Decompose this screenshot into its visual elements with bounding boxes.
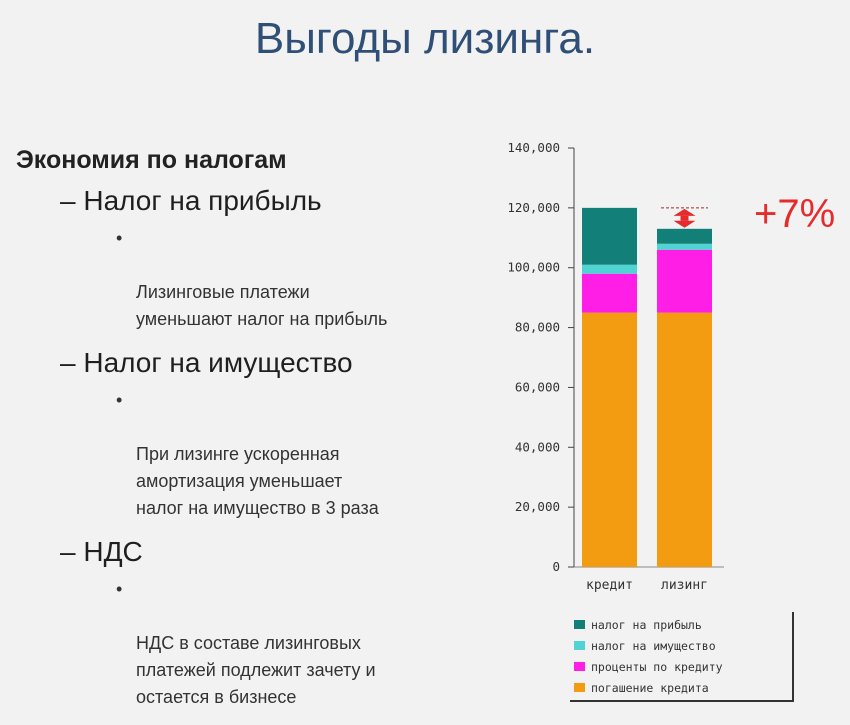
legend-label: налог на прибыль — [591, 617, 702, 632]
legend-label: погашение кредита — [591, 680, 709, 695]
bar-segment — [582, 207, 637, 265]
y-tick-label: 100,000 — [507, 260, 560, 275]
bar-segment — [657, 249, 712, 313]
x-tick-label: лизинг — [661, 578, 708, 593]
legend-label: проценты по кредиту — [591, 659, 723, 674]
legend-item: погашение кредита — [574, 677, 788, 698]
item-label: – Налог на имущество — [60, 347, 353, 378]
legend-swatch — [574, 641, 585, 650]
legend-item: налог на прибыль — [574, 614, 788, 635]
item-detail-text: НДС в составе лизинговых платежей подлеж… — [136, 633, 376, 707]
y-tick-label: 80,000 — [515, 320, 560, 335]
legend-item: налог на имущество — [574, 635, 788, 656]
bar-segment — [582, 273, 637, 313]
bullet: • — [116, 390, 123, 410]
y-tick-label: 0 — [552, 559, 560, 574]
bullet: • — [116, 579, 123, 599]
item-property-tax: – Налог на имущество • При лизинге ускор… — [16, 347, 476, 522]
bar-segment — [657, 228, 712, 244]
bar-segment — [657, 243, 712, 250]
section-heading: Экономия по налогам — [16, 146, 287, 174]
percent-annotation: +7% — [754, 192, 836, 236]
item-label: – НДС — [60, 536, 143, 567]
bullet: • — [116, 228, 123, 248]
item-detail: • При лизинге ускоренная амортизация уме… — [16, 387, 476, 522]
y-tick-label: 140,000 — [507, 140, 560, 155]
chart-svg: 0 20,000 40,000 60,000 80,000 100,000 120,000 1… — [507, 140, 724, 593]
content-area: Экономия по налогам – Налог на прибыль •… — [16, 146, 476, 725]
item-detail-text: Лизинговые платежи уменьшают налог на пр… — [136, 282, 388, 329]
item-detail: • НДС в составе лизинговых платежей подл… — [16, 576, 476, 711]
chart-legend: налог на прибыль налог на имущество процен… — [570, 612, 794, 702]
y-tick-label: 120,000 — [507, 200, 560, 215]
legend-swatch — [574, 683, 585, 692]
item-detail-text: При лизинге ускоренная амортизация умень… — [136, 444, 379, 518]
y-tick-label: 20,000 — [515, 499, 560, 514]
arrow-up-icon — [673, 208, 696, 216]
stacked-bar-chart: 0 20,000 40,000 60,000 80,000 100,000 120,000 1… — [470, 130, 850, 710]
y-tick-label: 40,000 — [515, 439, 560, 454]
y-tick-label: 60,000 — [515, 379, 560, 394]
legend-swatch — [574, 662, 585, 671]
arrow-shaft — [680, 215, 689, 221]
item-detail: • Лизинговые платежи уменьшают налог на … — [16, 225, 476, 333]
x-tick-label: кредит — [586, 578, 633, 593]
item-label: – Налог на прибыль — [60, 185, 322, 216]
legend-item: проценты по кредиту — [574, 656, 788, 677]
bar-segment — [582, 264, 637, 274]
slide-title: Выгоды лизинга. — [254, 14, 596, 63]
bar-segment — [582, 312, 637, 567]
legend-label: налог на имущество — [591, 638, 716, 653]
legend-swatch — [574, 620, 585, 629]
arrow-down-icon — [673, 220, 696, 228]
item-vat: – НДС • НДС в составе лизинговых платеже… — [16, 536, 476, 711]
bar-segment — [657, 312, 712, 567]
item-profit-tax: – Налог на прибыль • Лизинговые платежи … — [16, 185, 476, 333]
